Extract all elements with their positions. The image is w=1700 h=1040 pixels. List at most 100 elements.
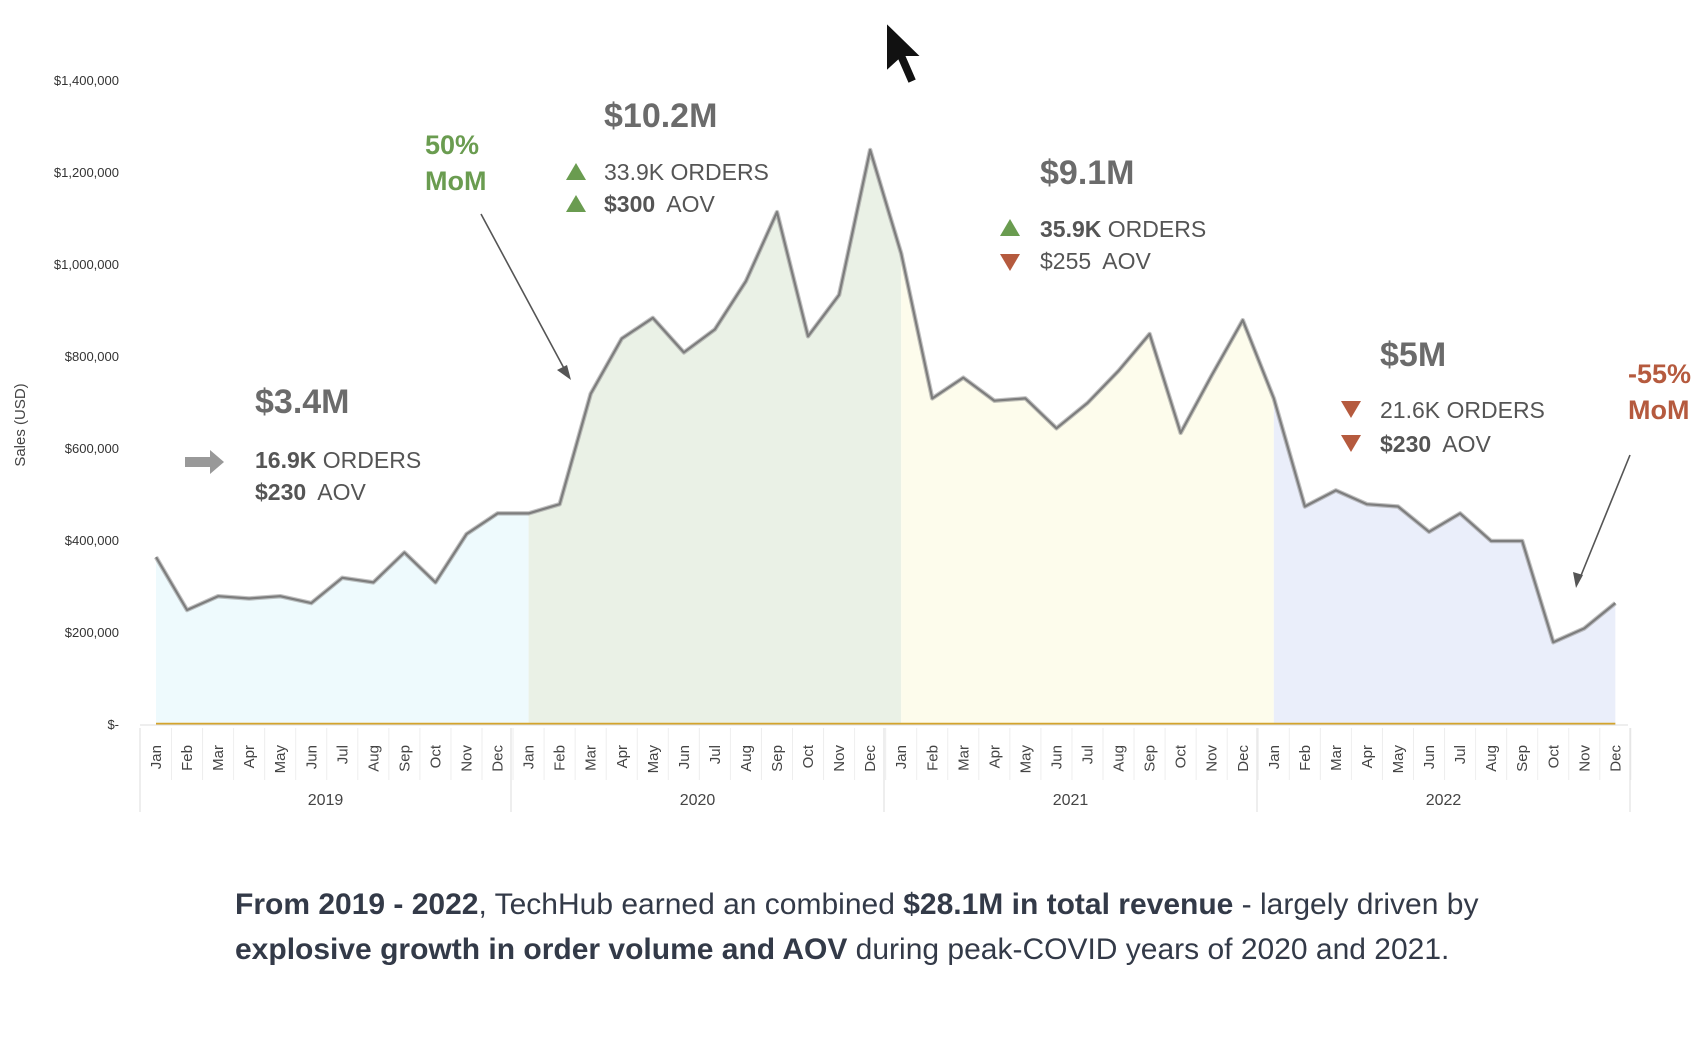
x-year-label: 2022	[1426, 792, 1462, 809]
area-region-2019	[156, 513, 529, 725]
y-tick-label: $-	[107, 717, 119, 732]
x-month-label: Jun	[1421, 745, 1438, 769]
mom-up-label: MoM	[425, 166, 486, 196]
orders-label-2020: ORDERS	[671, 159, 769, 185]
mom-down-label: MoM	[1628, 395, 1689, 425]
area-region-2022	[1273, 398, 1616, 725]
x-month-label: Dec	[1235, 745, 1252, 772]
caption-part-5: explosive growth in order volume and AOV	[235, 933, 848, 966]
x-month-label: Jul	[334, 745, 351, 764]
summary-caption: From 2019 - 2022, TechHub earned an comb…	[235, 882, 1535, 972]
x-month-label: Jul	[707, 745, 724, 764]
x-month-label: Jan	[521, 745, 538, 769]
svg-text:35.9K ORDERS: 35.9K ORDERS	[1040, 216, 1206, 242]
y-tick-label: $200,000	[65, 625, 119, 640]
mom-up-callout: 50% MoM	[425, 130, 571, 380]
annotation-2022: $5M 21.6K ORDERS $230 AOV	[1341, 336, 1545, 457]
svg-text:$230 AOV: $230 AOV	[255, 479, 367, 505]
x-month-label: Sep	[769, 745, 786, 772]
total-2019: $3.4M	[255, 383, 350, 421]
y-axis-label: Sales (USD)	[12, 383, 29, 466]
x-month-label: Mar	[583, 745, 600, 771]
x-month-label: Apr	[1359, 745, 1376, 768]
x-month-label: Oct	[427, 744, 444, 768]
mom-up-percent: 50%	[425, 130, 479, 160]
orders-value-2019: 16.9K	[255, 447, 317, 473]
y-tick-label: $400,000	[65, 533, 119, 548]
caption-part-6: during peak-COVID years of 2020 and 2021…	[847, 933, 1450, 966]
y-tick-label: $600,000	[65, 441, 119, 456]
orders-value-2021: 35.9K	[1040, 216, 1102, 242]
x-month-label: Jan	[893, 745, 910, 769]
area-region-2021	[901, 253, 1274, 725]
y-tick-label: $1,000,000	[54, 257, 119, 272]
x-month-label: Jan	[148, 745, 165, 769]
svg-text:$255 AOV: $255 AOV	[1040, 248, 1152, 274]
orders-label-2019: ORDERS	[323, 447, 421, 473]
caption-part-2: , TechHub earned an combined	[478, 888, 904, 921]
arrow-head-icon	[557, 365, 571, 380]
x-month-label: Jun	[303, 745, 320, 769]
triangle-down-icon	[1000, 254, 1020, 271]
svg-text:16.9K ORDERS: 16.9K ORDERS	[255, 447, 421, 473]
annotation-2019: $3.4M 16.9K ORDERS $230 AOV	[185, 383, 421, 505]
x-month-label: Oct	[1173, 744, 1190, 768]
x-month-label: Sep	[1514, 745, 1531, 772]
x-month-label: Apr	[241, 745, 258, 768]
x-month-label: Oct	[1545, 744, 1562, 768]
aov-value-2020: $300	[604, 191, 655, 217]
x-month-label: Nov	[459, 745, 476, 772]
x-month-label: Aug	[1483, 745, 1500, 772]
arrow-head-icon	[1573, 572, 1583, 588]
caption-part-3: $28.1M in total revenue	[903, 888, 1234, 921]
orders-label-2021: ORDERS	[1108, 216, 1206, 242]
y-tick-label: $800,000	[65, 349, 119, 364]
x-month-label: Nov	[1576, 745, 1593, 772]
x-month-label: Jan	[1266, 745, 1283, 769]
x-month-label: Nov	[1204, 745, 1221, 772]
total-2022: $5M	[1380, 336, 1446, 374]
x-month-label: May	[1017, 745, 1034, 774]
triangle-up-icon	[566, 195, 586, 212]
aov-value-2019: $230	[255, 479, 306, 505]
mom-down-percent: -55%	[1628, 359, 1691, 389]
x-month-label: Apr	[614, 745, 631, 768]
y-tick-label: $1,400,000	[54, 73, 119, 88]
x-month-label: May	[645, 745, 662, 774]
x-month-label: May	[272, 745, 289, 774]
x-month-label: Sep	[396, 745, 413, 772]
total-2021: $9.1M	[1040, 154, 1135, 192]
aov-label-2020: AOV	[666, 191, 715, 217]
x-month-label: Aug	[738, 745, 755, 772]
y-axis: $- $200,000 $400,000 $600,000 $800,000 $1,000…	[54, 73, 119, 732]
svg-text:21.6K ORDERS: 21.6K ORDERS	[1380, 397, 1545, 423]
sales-line	[155, 148, 1617, 644]
x-month-label: Dec	[1607, 745, 1624, 772]
aov-label-2021: AOV	[1102, 248, 1151, 274]
flat-arrow-icon	[185, 450, 224, 474]
x-month-label: Feb	[924, 745, 941, 771]
callout-arrow-line	[480, 213, 567, 373]
orders-label-2022: ORDERS	[1447, 397, 1545, 423]
sales-line-series	[154, 147, 1617, 645]
x-month-label: Jun	[1048, 745, 1065, 769]
year-region-fills	[156, 150, 1616, 725]
x-month-label: Aug	[1111, 745, 1128, 772]
x-month-label: Feb	[552, 745, 569, 771]
x-month-label: Mar	[210, 745, 227, 771]
mom-down-callout: -55% MoM	[1573, 359, 1691, 588]
x-axis: Jan Feb Mar Apr May Jun Jul Aug Sep Oct Nov Dec Jan F…	[139, 724, 1632, 812]
y-tick-label: $1,200,000	[54, 165, 119, 180]
x-month-label: Feb	[179, 745, 196, 771]
aov-value-2022: $230	[1380, 431, 1431, 457]
callout-arrow-line	[1579, 454, 1631, 579]
orders-value-2022: 21.6K	[1380, 397, 1441, 423]
svg-text:$300 AOV: $300 AOV	[604, 191, 716, 217]
x-month-label: Aug	[365, 745, 382, 772]
x-month-label: Sep	[1142, 745, 1159, 772]
orders-value-2020: 33.9K	[604, 159, 665, 185]
x-month-label: May	[1390, 745, 1407, 774]
x-month-label: Dec	[490, 745, 507, 772]
x-month-label: Nov	[831, 745, 848, 772]
